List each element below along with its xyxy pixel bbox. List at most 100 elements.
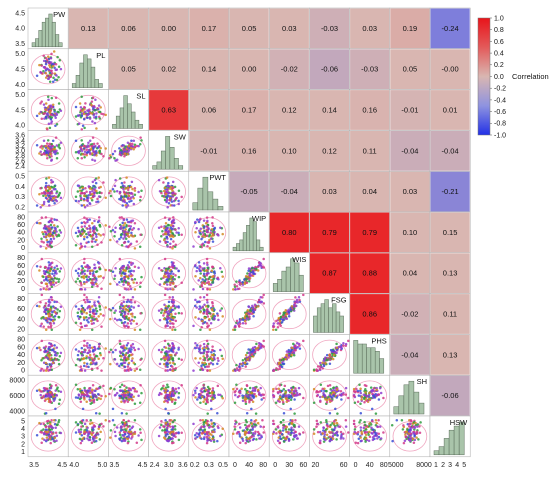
- data-point: [255, 342, 258, 346]
- data-point: [78, 328, 82, 331]
- data-point: [285, 397, 288, 401]
- data-point: [166, 198, 169, 202]
- data-point: [206, 394, 209, 398]
- data-point: [114, 348, 117, 352]
- data-point: [199, 344, 202, 347]
- data-point: [132, 432, 135, 435]
- data-point: [291, 419, 294, 423]
- data-point: [206, 307, 209, 311]
- data-point: [125, 300, 129, 304]
- data-point: [48, 61, 52, 65]
- data-point: [85, 194, 88, 198]
- data-point: [88, 307, 92, 311]
- data-point: [287, 311, 291, 314]
- data-point: [135, 144, 139, 148]
- data-point: [326, 384, 330, 388]
- data-point: [77, 230, 81, 234]
- data-point: [84, 348, 87, 352]
- data-point: [44, 398, 48, 401]
- data-point: [86, 300, 90, 304]
- data-point: [287, 432, 290, 435]
- data-point: [216, 411, 219, 415]
- correlation-value: -0.06: [321, 65, 338, 74]
- data-point: [328, 397, 331, 401]
- data-point: [74, 195, 78, 198]
- data-point: [113, 430, 117, 434]
- data-point: [302, 396, 305, 400]
- data-point: [130, 359, 134, 363]
- data-point: [79, 395, 83, 399]
- data-point: [256, 305, 260, 308]
- data-point: [109, 386, 113, 390]
- data-point: [244, 397, 248, 401]
- data-point: [85, 400, 88, 404]
- data-point: [128, 300, 131, 303]
- data-point: [118, 437, 121, 441]
- data-point: [244, 365, 247, 368]
- data-point: [243, 316, 247, 320]
- data-point: [293, 412, 296, 415]
- data-point: [128, 227, 132, 231]
- data-point: [86, 204, 89, 207]
- data-point: [45, 387, 49, 391]
- data-point: [42, 59, 46, 63]
- data-point: [140, 275, 143, 279]
- data-point: [177, 438, 181, 442]
- data-point: [205, 365, 209, 368]
- density-ellipse: [111, 135, 146, 166]
- data-point: [180, 195, 183, 199]
- data-point: [372, 394, 375, 397]
- data-point: [56, 352, 59, 355]
- data-point: [370, 407, 374, 411]
- data-point: [38, 269, 41, 272]
- data-point: [281, 362, 285, 366]
- data-point: [76, 315, 80, 318]
- data-point: [287, 428, 291, 431]
- data-point: [171, 342, 175, 346]
- data-point: [123, 181, 126, 184]
- data-point: [124, 228, 127, 231]
- data-point: [99, 353, 102, 357]
- data-point: [124, 187, 127, 190]
- cell-frame: [67, 334, 109, 376]
- data-point: [111, 187, 115, 191]
- data-point: [203, 365, 207, 369]
- correlation-value: 0.17: [242, 106, 257, 115]
- data-point: [169, 242, 172, 246]
- density-ellipse: [71, 421, 106, 452]
- data-point: [92, 184, 95, 188]
- data-point: [321, 367, 324, 370]
- data-point: [165, 350, 168, 353]
- data-point: [92, 142, 96, 146]
- data-point: [80, 312, 84, 315]
- correlation-tile: [430, 171, 470, 212]
- data-point: [171, 328, 174, 331]
- data-point: [294, 387, 297, 390]
- data-point: [126, 312, 130, 315]
- data-point: [80, 149, 84, 152]
- data-point: [133, 418, 137, 422]
- data-point: [330, 389, 334, 392]
- data-point: [51, 103, 55, 107]
- data-point: [219, 434, 222, 438]
- data-point: [85, 235, 89, 239]
- data-point: [166, 383, 169, 386]
- data-point: [195, 386, 198, 390]
- data-point: [81, 153, 84, 156]
- data-point: [251, 389, 255, 392]
- data-point: [45, 148, 49, 152]
- data-point: [120, 411, 124, 415]
- data-point: [96, 319, 99, 323]
- density-ellipse: [151, 339, 186, 370]
- data-point: [46, 240, 49, 244]
- data-point: [284, 357, 288, 361]
- data-point: [137, 347, 140, 351]
- data-point: [244, 430, 248, 434]
- data-point: [120, 216, 123, 219]
- data-point: [83, 245, 87, 248]
- data-point: [81, 391, 84, 394]
- data-point: [211, 437, 214, 440]
- correlation-tile: [309, 171, 350, 212]
- correlation-value: 0.80: [282, 228, 297, 237]
- data-point: [42, 191, 45, 195]
